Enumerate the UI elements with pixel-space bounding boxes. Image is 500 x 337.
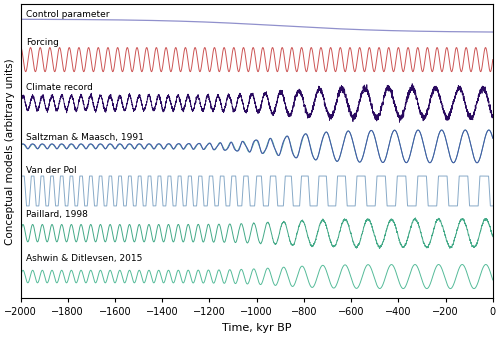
Text: Forcing: Forcing	[26, 38, 60, 47]
Text: Climate record: Climate record	[26, 83, 94, 92]
X-axis label: Time, kyr BP: Time, kyr BP	[222, 323, 292, 333]
Y-axis label: Conceptual models (arbitrary units): Conceptual models (arbitrary units)	[5, 58, 15, 245]
Text: Control parameter: Control parameter	[26, 10, 110, 19]
Text: Paillard, 1998: Paillard, 1998	[26, 210, 88, 219]
Text: Saltzman & Maasch, 1991: Saltzman & Maasch, 1991	[26, 133, 144, 142]
Text: Ashwin & Ditlevsen, 2015: Ashwin & Ditlevsen, 2015	[26, 254, 143, 263]
Text: Van der Pol: Van der Pol	[26, 165, 77, 175]
